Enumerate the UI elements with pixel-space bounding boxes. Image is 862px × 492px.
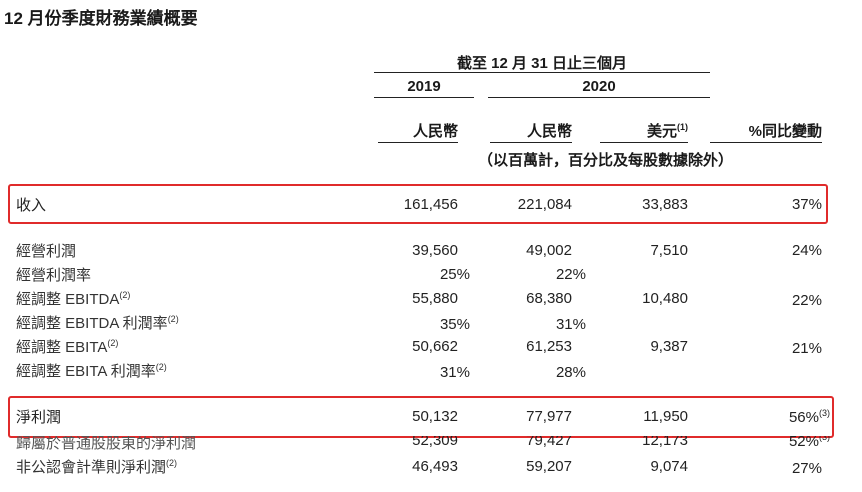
- divider: [378, 142, 458, 143]
- cell-adj-ebita-2020: 61,253: [526, 338, 572, 355]
- cell-adj-ebitda-2020: 68,380: [526, 290, 572, 307]
- cell-net-income-2019: 50,132: [412, 408, 458, 425]
- cell-op-income-yoy: 24%: [791, 242, 822, 259]
- cell-adj-ebita-yoy: 21%: [791, 340, 822, 357]
- divider: [710, 142, 822, 143]
- cell-adj-ebitda-usd: 10,480: [642, 290, 688, 307]
- cell-net-income-attr-yoy: 52%(3): [788, 432, 830, 450]
- cell-net-income-attr-usd: 12,173: [642, 432, 688, 449]
- highlight-box-revenue: [8, 184, 828, 224]
- cell-op-income-2020: 49,002: [526, 242, 572, 259]
- cell-revenue-yoy: 37%: [791, 196, 822, 213]
- cell-adj-ebitda-margin-2020: 31%: [555, 316, 586, 333]
- row-label-revenue: 收入: [16, 197, 47, 214]
- cell-revenue-usd: 33,883: [642, 196, 688, 213]
- cell-net-income-usd: 11,950: [643, 408, 688, 425]
- col-yoy: %同比變動: [748, 123, 822, 140]
- cell-op-margin-2020: 22%: [555, 266, 586, 283]
- cell-revenue-2019: 161,456: [403, 196, 458, 213]
- cell-net-income-attr-2019: 52,309: [412, 432, 458, 449]
- cell-adj-ebita-2019: 50,662: [412, 338, 458, 355]
- cell-adj-ebitda-margin-2019: 35%: [439, 316, 470, 333]
- year-2019-header: 2019: [407, 78, 441, 95]
- divider: [374, 72, 710, 73]
- divider: [600, 142, 688, 143]
- row-label-net-income: 淨利潤: [16, 409, 62, 426]
- row-label-adj-ebita: 經調整 EBITA(2): [16, 338, 119, 356]
- row-label-op-margin: 經營利潤率: [16, 267, 92, 284]
- col-rmb-2020: 人民幣: [526, 123, 572, 140]
- divider: [374, 97, 474, 98]
- row-label-non-gaap-net-income: 非公認會計準則淨利潤(2): [16, 458, 178, 476]
- cell-net-income-attr-2020: 79,427: [526, 432, 572, 449]
- cell-adj-ebita-margin-2019: 31%: [439, 364, 470, 381]
- row-label-adj-ebitda-margin: 經調整 EBITDA 利潤率(2): [16, 314, 179, 332]
- cell-op-income-usd: 7,510: [650, 242, 688, 259]
- page-title: 12 月份季度財務業績概要: [4, 9, 198, 28]
- cell-non-gaap-net-income-2020: 59,207: [526, 458, 572, 475]
- cell-non-gaap-net-income-2019: 46,493: [412, 458, 458, 475]
- row-label-adj-ebitda: 經調整 EBITDA(2): [16, 290, 131, 308]
- divider: [488, 97, 710, 98]
- divider: [490, 142, 572, 143]
- cell-op-income-2019: 39,560: [412, 242, 458, 259]
- cell-adj-ebitda-2019: 55,880: [412, 290, 458, 307]
- col-usd: 美元(1): [646, 122, 688, 140]
- year-2020-header: 2020: [582, 78, 616, 95]
- cell-adj-ebita-margin-2020: 28%: [555, 364, 586, 381]
- row-label-net-income-attr: 歸屬於普通股股東的淨利潤: [16, 435, 197, 452]
- unit-note: （以百萬計，百分比及每股數據除外）: [478, 152, 734, 169]
- row-label-adj-ebita-margin: 經調整 EBITA 利潤率(2): [16, 362, 167, 380]
- cell-revenue-2020: 221,084: [517, 196, 572, 213]
- row-label-op-income: 經營利潤: [16, 243, 77, 260]
- cell-adj-ebitda-yoy: 22%: [791, 292, 822, 309]
- cell-net-income-yoy: 56%(3): [788, 408, 830, 426]
- cell-op-margin-2019: 25%: [439, 266, 470, 283]
- period-header: 截至 12 月 31 日止三個月: [456, 55, 628, 72]
- cell-non-gaap-net-income-yoy: 27%: [791, 460, 822, 477]
- highlight-box-net-income: [8, 396, 834, 438]
- cell-adj-ebita-usd: 9,387: [650, 338, 688, 355]
- cell-net-income-2020: 77,977: [526, 408, 572, 425]
- col-rmb-2019: 人民幣: [412, 123, 458, 140]
- cell-non-gaap-net-income-usd: 9,074: [650, 458, 688, 475]
